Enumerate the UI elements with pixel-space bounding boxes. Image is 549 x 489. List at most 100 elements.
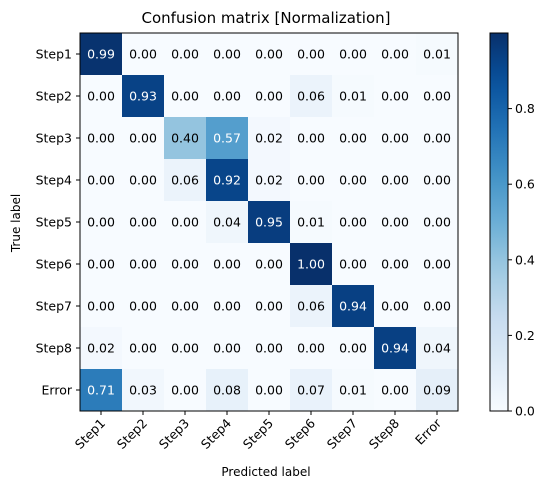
heatmap-cell — [206, 327, 248, 369]
cell-value-label: 0.00 — [255, 341, 283, 356]
cell-value-label: 0.01 — [297, 215, 325, 230]
heatmap-cell — [290, 369, 332, 411]
heatmap-cell — [122, 75, 164, 117]
x-tick-label: Step5 — [240, 416, 276, 452]
cell-value-label: 0.99 — [87, 47, 115, 62]
heatmap-cell — [290, 33, 332, 75]
cell-value-label: 0.00 — [423, 215, 451, 230]
heatmap-cell — [416, 159, 458, 201]
cell-value-label: 0.00 — [87, 131, 115, 146]
heatmap-cell — [206, 159, 248, 201]
heatmap-cell — [332, 159, 374, 201]
cell-value-label: 0.00 — [255, 89, 283, 104]
y-tick-label: Step8 — [36, 341, 72, 356]
heatmap-cell — [206, 33, 248, 75]
x-tick-label: Step3 — [156, 416, 192, 452]
cell-value-label: 0.00 — [129, 257, 157, 272]
heatmap-cell — [290, 243, 332, 285]
cell-value-label: 0.01 — [423, 47, 451, 62]
cell-value-label: 0.00 — [381, 131, 409, 146]
cell-value-label: 0.02 — [87, 341, 115, 356]
cell-value-label: 0.93 — [129, 89, 157, 104]
heatmap-cell — [164, 75, 206, 117]
cell-value-label: 0.00 — [171, 341, 199, 356]
heatmap-cell — [290, 327, 332, 369]
y-axis-label: True label — [9, 194, 23, 253]
heatmap-cell — [80, 159, 122, 201]
x-axis-label: Predicted label — [221, 465, 310, 479]
heatmap-cell — [164, 117, 206, 159]
cell-value-label: 0.00 — [87, 173, 115, 188]
cell-value-label: 0.01 — [339, 383, 367, 398]
heatmap-cell — [122, 243, 164, 285]
heatmap-cell — [80, 243, 122, 285]
heatmap-cell — [206, 201, 248, 243]
x-axis-ticks: Step1 Step2 Step3 Step4 Step5 Step6 Step7 Step8… — [72, 411, 445, 452]
y-tick-label: Step4 — [36, 173, 72, 188]
cell-value-label: 0.00 — [423, 173, 451, 188]
y-tick-label: Step1 — [36, 47, 72, 62]
cell-value-label: 0.00 — [381, 89, 409, 104]
colorbar-tick-label: 0.6 — [515, 177, 535, 192]
heatmap-cell — [248, 201, 290, 243]
cell-value-label: 0.04 — [213, 215, 241, 230]
cell-value-label: 0.00 — [297, 173, 325, 188]
heatmap-cell — [374, 33, 416, 75]
heatmap-cell — [80, 117, 122, 159]
cell-value-label: 0.00 — [339, 215, 367, 230]
heatmap-cell — [416, 117, 458, 159]
cell-value-label: 0.00 — [213, 257, 241, 272]
cell-value-label: 0.95 — [255, 215, 283, 230]
cell-value-label: 0.00 — [171, 257, 199, 272]
y-tick-label: Error — [42, 383, 73, 398]
heatmap-cell — [80, 201, 122, 243]
heatmap-cell — [80, 369, 122, 411]
cell-value-label: 0.00 — [381, 299, 409, 314]
cell-value-label: 0.00 — [87, 89, 115, 104]
cell-value-label: 0.04 — [423, 341, 451, 356]
cell-value-label: 0.01 — [339, 89, 367, 104]
heatmap-cell — [206, 285, 248, 327]
heatmap-cell — [416, 33, 458, 75]
heatmap-cell — [416, 327, 458, 369]
cell-value-label: 0.00 — [381, 215, 409, 230]
cell-value-label: 0.02 — [255, 173, 283, 188]
heatmap-cell — [248, 285, 290, 327]
cell-value-label: 0.00 — [171, 89, 199, 104]
heatmap-cell — [332, 243, 374, 285]
cell-value-label: 0.00 — [129, 215, 157, 230]
x-tick-label: Step1 — [72, 416, 108, 452]
cell-value-label: 0.00 — [213, 341, 241, 356]
heatmap-cell — [248, 327, 290, 369]
x-tick-label: Step6 — [282, 415, 318, 451]
cell-value-label: 0.07 — [297, 383, 325, 398]
cell-value-label: 0.00 — [171, 299, 199, 314]
heatmap-cell — [122, 117, 164, 159]
cell-value-label: 0.00 — [423, 257, 451, 272]
cell-value-label: 0.00 — [297, 47, 325, 62]
cell-value-label: 0.00 — [129, 341, 157, 356]
heatmap-cell — [374, 243, 416, 285]
heatmap-cell — [122, 159, 164, 201]
heatmap-cell — [164, 369, 206, 411]
heatmap-cell — [332, 327, 374, 369]
y-tick-label: Step6 — [36, 257, 72, 272]
heatmap-cell — [374, 369, 416, 411]
colorbar-tick-label: 0.2 — [515, 328, 535, 343]
cell-value-label: 0.06 — [171, 173, 199, 188]
heatmap-cell — [332, 117, 374, 159]
colorbar-tick-label: 0.4 — [515, 252, 535, 267]
heatmap-cell — [80, 285, 122, 327]
heatmap-cell — [80, 33, 122, 75]
heatmap-cell — [374, 117, 416, 159]
x-tick-label: Error — [412, 415, 445, 448]
cell-value-label: 0.00 — [381, 257, 409, 272]
heatmap-cell — [416, 369, 458, 411]
heatmap-cell — [122, 327, 164, 369]
heatmap-cell — [290, 159, 332, 201]
cell-value-label: 0.00 — [255, 299, 283, 314]
cell-value-label: 0.00 — [87, 257, 115, 272]
cell-value-label: 0.00 — [255, 47, 283, 62]
heatmap-cell — [332, 33, 374, 75]
colorbar-tick-label: 0.0 — [515, 404, 535, 419]
